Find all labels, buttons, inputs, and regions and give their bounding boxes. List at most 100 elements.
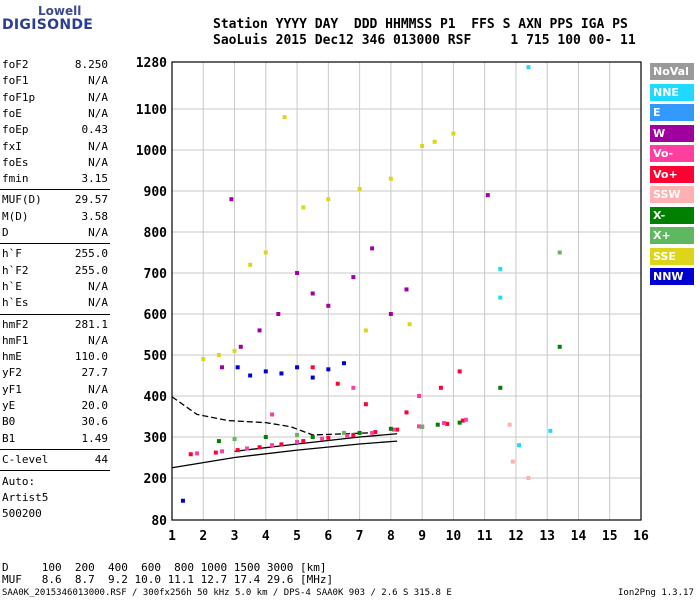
echo-point-w: [310, 291, 315, 296]
param-label: h`F: [2, 247, 22, 261]
echo-point-vo-minus: [220, 449, 225, 454]
param-row-fof2: foF2 8.250: [2, 58, 108, 72]
echo-point-w: [238, 344, 243, 349]
y-tick-label: 1000: [136, 144, 167, 159]
trace-line-solid: [171, 440, 398, 469]
y-tick-label: 700: [144, 267, 168, 282]
logo-lowell: Lowell: [38, 4, 82, 18]
param-row-fmin: fmin 3.15: [2, 172, 108, 186]
echo-point-x-minusplus: [420, 424, 425, 429]
param-row-yf1: yF1 N/A: [2, 383, 108, 397]
echo-point-sse: [301, 205, 306, 210]
trace-lines: [171, 396, 398, 469]
echo-point-sse: [263, 250, 268, 255]
legend-item-nne: NNE: [650, 83, 694, 101]
echo-point-sse: [282, 115, 287, 120]
param-label: D: [2, 226, 9, 239]
echo-point-x-minus: [388, 426, 393, 431]
param-value: N/A: [88, 333, 108, 347]
echo-point-nnw: [326, 367, 331, 372]
echo-point-sse: [357, 186, 362, 191]
echo-point-nnw: [310, 375, 315, 380]
footer-version: Ion2Png 1.3.17: [618, 588, 694, 598]
echo-point-w: [326, 303, 331, 308]
echo-point-vo-minusplus: [257, 445, 262, 450]
param-label: C-level: [2, 452, 49, 466]
param-value: N/A: [88, 74, 108, 88]
legend-item-vo-minus: Vo-: [650, 145, 694, 162]
param-value: N/A: [88, 382, 108, 396]
muf-row: MUF 8.6 8.7 9.2 10.0 11.1 12.7 17.4 29.6…: [2, 573, 334, 586]
echo-point-vo-minusplus: [438, 385, 443, 390]
legend-item-e: E: [650, 104, 694, 121]
param-value: 255.0: [74, 247, 108, 261]
param-row-hes: h`Es N/A: [2, 296, 108, 310]
echo-point-sse: [407, 322, 412, 327]
param-value: 30.6: [81, 415, 109, 429]
logo-digisonde: DIGISONDE: [2, 17, 94, 33]
param-label: foE: [2, 106, 22, 120]
param-row-mufd: MUF(D) 29.57: [2, 193, 108, 207]
echo-point-w: [220, 365, 225, 370]
x-tick-label: 3: [231, 529, 239, 544]
echo-point-sse: [216, 353, 221, 357]
y-tick-label: 200: [144, 472, 168, 487]
echo-point-vo-minusplus: [213, 450, 218, 455]
param-label: hmF1: [2, 333, 29, 347]
x-tick-label: 15: [602, 529, 618, 544]
echo-point-x-minusplus: [557, 250, 562, 255]
echo-point-nnw: [341, 361, 346, 366]
echo-point-w: [229, 197, 234, 202]
y-tick-label: 600: [144, 308, 168, 323]
echo-point-x-minus: [557, 344, 562, 349]
echo-point-w: [257, 328, 262, 333]
param-value: 110.0: [74, 350, 108, 364]
param-label: yF1: [2, 382, 22, 396]
echo-point-nnw: [180, 498, 185, 503]
param-row-hme: hmE 110.0: [2, 350, 108, 364]
y-tick-labels: 80 200 300 400 500 600 700 800 900 1000 1100 1280: [136, 56, 167, 529]
param-value: 8.250: [74, 58, 108, 71]
echo-point-w: [276, 312, 281, 316]
param-row-hf: h`F 255.0: [2, 247, 108, 261]
param-label: yE: [2, 399, 16, 412]
x-tick-label: 4: [262, 529, 270, 544]
echo-point-sse: [432, 139, 437, 144]
ionogram-chart: 80 200 300 400 500 600 700 800 900 1000 1100 1280 1…: [136, 56, 649, 544]
param-label: B1: [2, 431, 16, 445]
echo-point-vo-minusplus: [395, 427, 400, 432]
echo-point-vo-minusplus: [279, 442, 284, 447]
echo-point-vo-minus: [320, 436, 325, 441]
param-row-hmf1: hmF1 N/A: [2, 334, 108, 348]
echo-point-nnw: [263, 369, 268, 374]
plot-frame: [171, 61, 642, 521]
param-label: hmE: [2, 350, 22, 364]
echo-point-vo-minus: [345, 433, 350, 438]
echo-point-vo-minus: [417, 424, 422, 429]
echo-point-vo-minus: [270, 443, 275, 448]
param-label: MUF(D): [2, 193, 42, 207]
param-label: yF2: [2, 366, 22, 380]
echo-point-vo-minusplus: [310, 365, 315, 370]
param-row-fof1p: foF1p N/A: [2, 91, 108, 105]
x-tick-label: 16: [633, 529, 649, 544]
legend-item-nnw: NNW: [650, 268, 694, 285]
legend-item-ssw: SSW: [650, 186, 694, 203]
x-tick-label: 1: [168, 529, 176, 544]
echo-point-sse: [248, 262, 253, 267]
echo-point-nne: [517, 443, 522, 448]
echo-point-sse: [420, 143, 425, 148]
echo-point-vo-minus: [195, 451, 200, 456]
echo-point-x-minusplus: [232, 437, 237, 442]
trace-line-dashed: [171, 396, 370, 436]
separator: [0, 448, 110, 450]
param-value: N/A: [88, 106, 108, 120]
distance-row: D 100 200 400 600 800 1000 1500 3000 [km…: [2, 561, 327, 574]
param-label: foF1p: [2, 90, 36, 104]
legend-item-vo-plus: Vo+: [650, 165, 694, 183]
echo-point-vo-minusplus: [460, 418, 465, 423]
param-row-fxi: fxI N/A: [2, 140, 108, 154]
param-label: foEs: [2, 155, 29, 169]
param-value: 29.57: [74, 193, 108, 207]
param-value: 0.43: [81, 123, 109, 137]
